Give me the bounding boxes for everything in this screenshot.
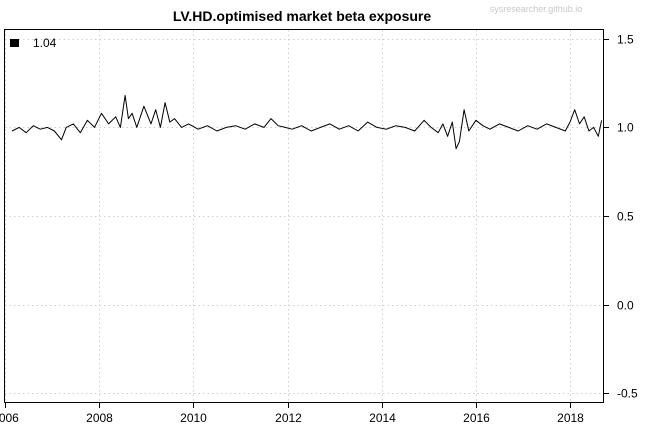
y-tick-label: 0.5 xyxy=(617,210,634,224)
legend-swatch xyxy=(10,39,19,47)
grid xyxy=(5,30,603,402)
y-axis: 1.5 1.0 0.5 0.0 -0.5 xyxy=(603,33,638,401)
y-tick-label: 0.0 xyxy=(617,299,634,313)
x-axis: 2006 2008 2010 2012 2014 2016 2018 xyxy=(0,402,584,425)
x-tick-label: 2006 xyxy=(0,411,19,425)
x-tick-label: 2018 xyxy=(557,411,584,425)
chart-title: LV.HD.optimised market beta exposure xyxy=(173,8,432,24)
y-tick-label: 1.5 xyxy=(617,33,634,47)
x-tick-label: 2012 xyxy=(275,411,302,425)
x-tick-label: 2016 xyxy=(463,411,490,425)
x-tick-label: 2014 xyxy=(369,411,396,425)
y-tick-label: 1.0 xyxy=(617,121,634,135)
x-tick-label: 2010 xyxy=(180,411,207,425)
watermark: sysresearcher.github.io xyxy=(490,4,583,14)
x-tick-label: 2008 xyxy=(86,411,113,425)
series-layer xyxy=(11,95,603,150)
series-line xyxy=(11,95,603,150)
y-tick-label: -0.5 xyxy=(617,387,638,401)
legend: 1.04 xyxy=(10,36,57,50)
legend-label: 1.04 xyxy=(33,36,57,50)
